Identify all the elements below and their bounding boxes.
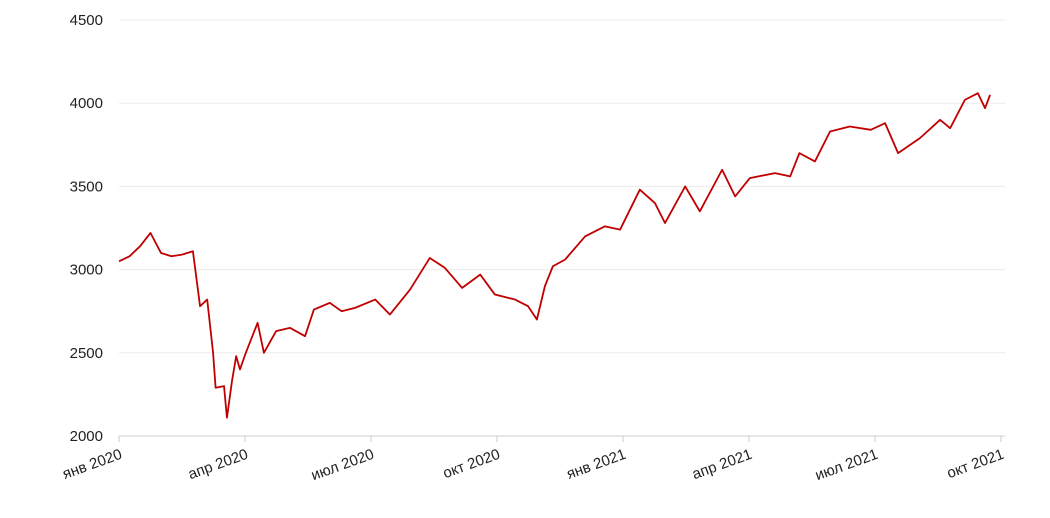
line — [118, 92, 991, 419]
y-tick-label: 3000 — [70, 262, 103, 279]
y-tick-label: 4000 — [70, 95, 103, 112]
x-tick-label: апр 2021 — [690, 446, 754, 483]
x-tick-label: апр 2020 — [186, 446, 250, 483]
x-tick-label: янв 2021 — [564, 446, 628, 483]
y-tick-label: 2500 — [70, 345, 103, 362]
y-tick-label: 3500 — [70, 178, 103, 195]
y-tick-label: 4500 — [70, 12, 103, 29]
x-tick-label: июл 2021 — [813, 446, 880, 484]
x-tick-label: окт 2021 — [945, 446, 1007, 482]
y-tick-label: 2000 — [70, 428, 103, 445]
x-tick-label: июл 2020 — [309, 446, 376, 484]
x-tick-label: окт 2020 — [441, 446, 503, 482]
x-tick-label: янв 2020 — [60, 446, 124, 483]
